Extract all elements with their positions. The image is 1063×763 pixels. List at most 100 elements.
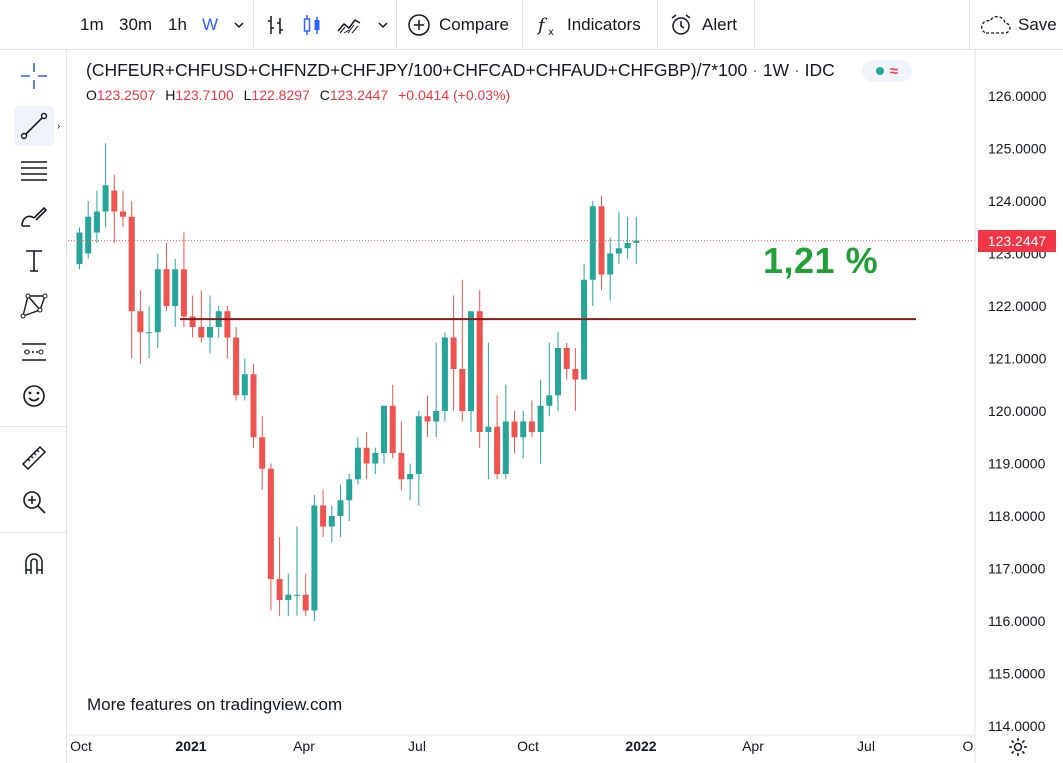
alert-button[interactable]: Alert	[668, 0, 737, 50]
candle-body	[276, 579, 283, 600]
crosshair-tool[interactable]	[14, 56, 54, 96]
market-status-pill[interactable]: ≈	[862, 60, 912, 82]
price-tick-label: 121.0000	[988, 351, 1047, 367]
low-value: 122.8297	[251, 87, 310, 103]
price-tick-label: 117.0000	[988, 561, 1046, 577]
chevron-down-icon	[378, 22, 388, 29]
series-title[interactable]: (CHFEUR+CHFUSD+CHFNZD+CHFJPY/100+CHFCAD+…	[86, 60, 748, 80]
candle-body	[76, 232, 83, 264]
candle-body	[468, 311, 474, 411]
bar-style-button[interactable]	[264, 0, 288, 50]
time-tick-label: Jul	[408, 738, 426, 754]
ruler-tool[interactable]	[14, 438, 54, 478]
percent-annotation[interactable]: 1,21 %	[763, 240, 879, 281]
ruler-icon	[21, 445, 47, 471]
trend-line-icon	[20, 112, 48, 140]
candle-body	[267, 468, 274, 579]
candle-body	[372, 453, 379, 464]
time-tick-label: 2021	[175, 738, 206, 754]
close-label: C	[319, 87, 330, 103]
brush-tool[interactable]	[14, 196, 54, 236]
status-dot-icon	[875, 67, 884, 75]
price-tick-label: 118.0000	[988, 508, 1046, 524]
candle-body	[520, 421, 527, 438]
candle-body	[180, 269, 187, 317]
series-interval: 1W	[762, 60, 790, 80]
svg-text:f: f	[537, 15, 548, 36]
candle-body	[120, 211, 126, 217]
candle-body	[424, 416, 431, 422]
save-button[interactable]: Save	[978, 0, 1057, 50]
open-label: O	[86, 87, 97, 103]
candle-body	[354, 447, 361, 480]
candle-body	[589, 206, 596, 280]
forecast-tool[interactable]	[14, 332, 54, 372]
chart-settings-button[interactable]	[1006, 735, 1030, 759]
candle-body	[163, 269, 170, 306]
watermark-link[interactable]: More features on tradingview.com	[87, 695, 343, 714]
zoom-in-icon	[23, 491, 46, 514]
candle-body	[494, 426, 501, 474]
candle-body	[241, 374, 248, 396]
last-price-label: 123.2447	[978, 230, 1056, 252]
interval-30m-button[interactable]: 30m	[119, 15, 153, 34]
fib-retracement-icon	[21, 161, 47, 181]
plus-circle-icon	[408, 14, 430, 36]
compare-button[interactable]: Compare	[407, 0, 509, 50]
candle-body	[398, 453, 405, 480]
zoom-tool[interactable]	[14, 482, 54, 522]
area-style-button[interactable]	[336, 0, 362, 50]
candle-body	[233, 337, 240, 396]
candle-body	[572, 369, 579, 380]
candle-body	[555, 348, 561, 396]
candle-body	[615, 248, 622, 254]
brush-icon	[21, 206, 48, 227]
candles-style-button[interactable]	[300, 0, 324, 50]
text-icon	[26, 250, 42, 272]
time-tick-label: Jul	[857, 738, 875, 754]
magnet-icon	[25, 553, 43, 574]
candle-body	[128, 216, 135, 312]
forecast-icon	[22, 343, 46, 361]
candle-body	[294, 594, 300, 596]
low-label: L	[243, 87, 252, 103]
trend-line-tool[interactable]	[14, 106, 54, 146]
candle-body	[511, 421, 518, 438]
candle-body	[450, 337, 457, 369]
candle-body	[85, 216, 92, 254]
candle-body	[633, 240, 640, 243]
price-tick-label: 124.0000	[988, 193, 1047, 209]
candle-body	[250, 374, 257, 438]
candle-body	[381, 405, 387, 453]
candle-body	[320, 505, 327, 527]
tool-expand-arrow[interactable]: ›	[57, 121, 61, 132]
candle-body	[311, 505, 318, 611]
svg-text:x: x	[548, 27, 554, 37]
price-tick-label: 114.0000	[988, 718, 1046, 734]
time-tick-label: O	[963, 738, 974, 754]
candle-body	[459, 369, 466, 411]
candles-icon	[303, 15, 320, 35]
pattern-tool[interactable]	[14, 286, 54, 326]
interval-1h-button[interactable]: 1h	[168, 15, 187, 34]
chart-style-dropdown-button[interactable]	[376, 0, 390, 50]
interval-1m-button[interactable]: 1m	[80, 15, 104, 34]
time-tick-label: Oct	[70, 738, 92, 754]
candle-body	[93, 211, 100, 233]
interval-dropdown-button[interactable]	[232, 0, 246, 50]
text-tool[interactable]	[14, 240, 54, 280]
emoji-tool[interactable]	[14, 376, 54, 416]
candle-body	[302, 594, 309, 611]
drawing-toolbar: ›	[0, 50, 67, 763]
emoji-icon	[23, 385, 45, 407]
candle-body	[198, 327, 205, 338]
fib-retracement-tool[interactable]	[14, 150, 54, 190]
candle-body	[485, 426, 492, 432]
magnet-tool[interactable]	[14, 544, 54, 584]
candle-body	[476, 311, 483, 432]
interval-weekly-button[interactable]: W	[202, 15, 219, 34]
